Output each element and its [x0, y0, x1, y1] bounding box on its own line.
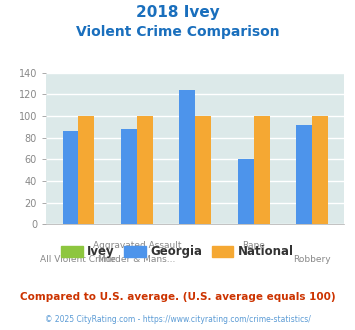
Text: Aggravated Assault: Aggravated Assault: [93, 241, 181, 250]
Bar: [180, 90, 195, 224]
Bar: [238, 159, 254, 224]
Text: 2018 Ivey: 2018 Ivey: [136, 5, 219, 20]
Text: All Violent Crime: All Violent Crime: [40, 255, 116, 264]
Bar: [62, 131, 78, 224]
Text: Murder & Mans...: Murder & Mans...: [98, 255, 175, 264]
Text: © 2025 CityRating.com - https://www.cityrating.com/crime-statistics/: © 2025 CityRating.com - https://www.city…: [45, 315, 310, 324]
Bar: [296, 125, 312, 224]
Bar: [78, 116, 94, 224]
Bar: [254, 116, 269, 224]
Bar: [312, 116, 328, 224]
Bar: [195, 116, 211, 224]
Text: Compared to U.S. average. (U.S. average equals 100): Compared to U.S. average. (U.S. average …: [20, 292, 335, 302]
Text: Robbery: Robbery: [293, 255, 331, 264]
Text: Rape: Rape: [242, 241, 265, 250]
Legend: Ivey, Georgia, National: Ivey, Georgia, National: [56, 241, 299, 263]
Bar: [137, 116, 153, 224]
Bar: [121, 129, 137, 224]
Text: Violent Crime Comparison: Violent Crime Comparison: [76, 25, 279, 39]
